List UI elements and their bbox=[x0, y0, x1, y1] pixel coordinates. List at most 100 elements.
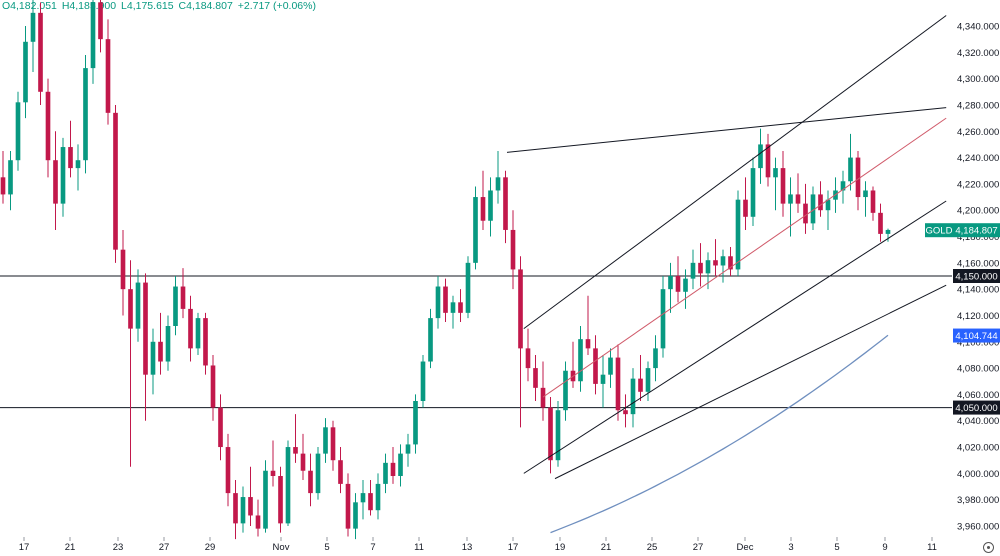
candle-body bbox=[488, 190, 493, 221]
candle-body bbox=[645, 368, 651, 392]
candle-body bbox=[345, 483, 351, 529]
y-tick-label: 4,120.000 bbox=[957, 311, 999, 322]
candle-body bbox=[465, 262, 471, 313]
trend-line bbox=[523, 15, 947, 330]
candle-body bbox=[293, 447, 298, 454]
candle-body bbox=[23, 41, 28, 103]
candle-body bbox=[818, 194, 823, 211]
candle-body bbox=[885, 229, 891, 234]
candle-body bbox=[623, 410, 628, 415]
trend-line bbox=[542, 117, 947, 398]
candle-body bbox=[308, 470, 313, 494]
candle-body bbox=[285, 447, 291, 524]
y-tick-label: 4,340.000 bbox=[957, 22, 999, 33]
x-tick-label: 25 bbox=[647, 542, 658, 553]
x-tick-label: 27 bbox=[693, 542, 704, 553]
y-tick-label: 4,000.000 bbox=[957, 469, 999, 480]
price-tag-label: 4,104.744 bbox=[955, 331, 997, 342]
candle-body bbox=[210, 365, 216, 408]
y-tick-label: 4,300.000 bbox=[957, 74, 999, 85]
candle-body bbox=[683, 278, 688, 292]
candle-body bbox=[615, 357, 621, 411]
candle-body bbox=[375, 483, 381, 511]
candle-body bbox=[353, 502, 358, 529]
candle-body bbox=[660, 289, 666, 349]
candle-body bbox=[870, 190, 876, 213]
candle-body bbox=[638, 378, 643, 392]
candle-body bbox=[128, 289, 133, 329]
candle-body bbox=[323, 427, 328, 454]
y-tick-label: 4,160.000 bbox=[957, 258, 999, 269]
candle-body bbox=[413, 401, 418, 445]
candle-body bbox=[758, 144, 763, 169]
candle-body bbox=[510, 229, 516, 270]
candle-body bbox=[263, 470, 268, 529]
candle-body bbox=[68, 147, 73, 169]
candle-body bbox=[300, 453, 306, 471]
candle-body bbox=[435, 286, 441, 319]
candle-body bbox=[405, 444, 411, 454]
x-tick-label: 17 bbox=[508, 542, 519, 553]
symbol-tag-label: GOLD bbox=[926, 226, 953, 237]
x-tick-label: 5 bbox=[834, 542, 839, 553]
candle-body bbox=[158, 341, 163, 362]
candle-body bbox=[555, 410, 561, 461]
y-tick-label: 4,080.000 bbox=[957, 364, 999, 375]
candle-body bbox=[795, 194, 801, 204]
candle-body bbox=[540, 387, 546, 408]
trend-lines bbox=[506, 15, 947, 480]
level-tag-label: 4,150.000 bbox=[955, 272, 997, 283]
candle-body bbox=[150, 341, 156, 375]
candle-body bbox=[630, 378, 636, 415]
candle-body bbox=[390, 462, 396, 476]
candle-body bbox=[848, 157, 853, 182]
x-tick-label: 27 bbox=[159, 542, 170, 553]
x-tick-label: 19 bbox=[555, 542, 566, 553]
candle-body bbox=[278, 476, 283, 524]
settings-gear-icon[interactable] bbox=[983, 542, 994, 553]
candle-body bbox=[593, 348, 598, 384]
x-tick-label: Dec bbox=[737, 542, 754, 553]
candle-body bbox=[675, 276, 681, 292]
candle-body bbox=[15, 102, 21, 161]
candle-body bbox=[105, 39, 111, 113]
candle-body bbox=[368, 493, 373, 511]
level-tag bbox=[953, 269, 1000, 283]
candle-body bbox=[60, 147, 66, 204]
candle-body bbox=[690, 262, 696, 279]
candle-body bbox=[525, 348, 531, 369]
y-tick-label: 4,240.000 bbox=[957, 153, 999, 164]
x-tick-label: 3 bbox=[788, 542, 793, 553]
x-axis[interactable]: 17 21 23 27 29 Nov 5 7 11 13 17 19 21 25 27 Dec 3 5 9 11 bbox=[19, 537, 937, 553]
ohlc-open: O4,182.051 bbox=[2, 0, 57, 12]
candle-body bbox=[863, 190, 868, 198]
x-tick-label: 9 bbox=[882, 542, 887, 553]
candle-body bbox=[720, 256, 726, 266]
y-tick-label: 4,320.000 bbox=[957, 48, 999, 59]
candle-body bbox=[578, 339, 583, 382]
ohlc-close: C4,184.807 bbox=[178, 0, 233, 12]
candle-body bbox=[83, 68, 88, 161]
candle-body bbox=[240, 497, 246, 524]
candle-body bbox=[765, 144, 771, 178]
candle-body bbox=[45, 91, 51, 161]
candle-body bbox=[180, 286, 186, 309]
candle-body bbox=[878, 212, 883, 234]
candle-body bbox=[233, 493, 238, 524]
candle-body bbox=[75, 160, 81, 169]
x-tick-label: 11 bbox=[414, 542, 424, 553]
candle-body bbox=[203, 318, 208, 366]
candle-body bbox=[728, 256, 733, 270]
candle-body bbox=[53, 160, 58, 204]
x-tick-label: 17 bbox=[19, 542, 30, 553]
price-tag bbox=[953, 223, 1000, 238]
candle-body bbox=[218, 407, 223, 448]
x-tick-label: 23 bbox=[113, 542, 124, 553]
y-axis[interactable]: 3,960.000 3,980.000 4,000.000 4,020.000 4,04… bbox=[957, 22, 999, 533]
candle-body bbox=[735, 199, 741, 270]
y-tick-label: 4,280.000 bbox=[957, 100, 999, 111]
moving-average bbox=[550, 334, 889, 534]
candle-body bbox=[825, 199, 831, 211]
candle-body bbox=[98, 2, 103, 40]
